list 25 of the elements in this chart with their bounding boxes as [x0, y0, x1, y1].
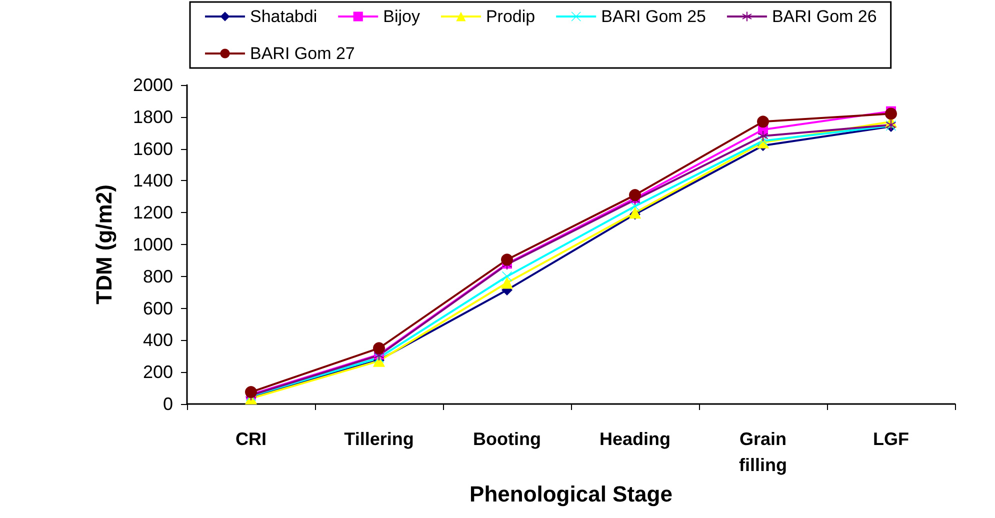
y-tick-label: 1600	[132, 138, 173, 159]
y-axis-title: TDM (g/m2)	[92, 184, 116, 304]
legend-label: BARI Gom 26	[772, 7, 877, 26]
y-tick-label: 2000	[132, 75, 173, 95]
x-tick-label: Grain filling	[739, 429, 787, 475]
legend-label: BARI Gom 27	[250, 44, 355, 63]
x-tick-label: Booting	[473, 429, 541, 449]
x-tick-label: CRI	[236, 429, 266, 449]
y-tick-label: 600	[142, 298, 173, 318]
y-tick-label: 200	[142, 362, 173, 382]
x-tick-label: Tillering	[344, 429, 414, 449]
x-tick-label: Heading	[599, 429, 671, 449]
legend-label: Shatabdi	[250, 7, 318, 26]
y-tick-label: 1000	[132, 234, 173, 254]
y-tick-label: 400	[142, 330, 173, 350]
x-axis-title: Phenological Stage	[470, 481, 672, 506]
legend-label: Prodip	[486, 7, 536, 26]
legend-label: BARI Gom 25	[601, 7, 706, 26]
y-tick-label: 800	[142, 266, 173, 286]
y-tick-label: 1800	[132, 106, 173, 127]
legend-label: Bijoy	[383, 7, 420, 26]
y-tick-label: 1400	[132, 170, 173, 191]
y-tick-label: 0	[162, 394, 173, 414]
x-tick-label: LGF	[873, 429, 909, 449]
y-tick-label: 1200	[132, 202, 173, 223]
